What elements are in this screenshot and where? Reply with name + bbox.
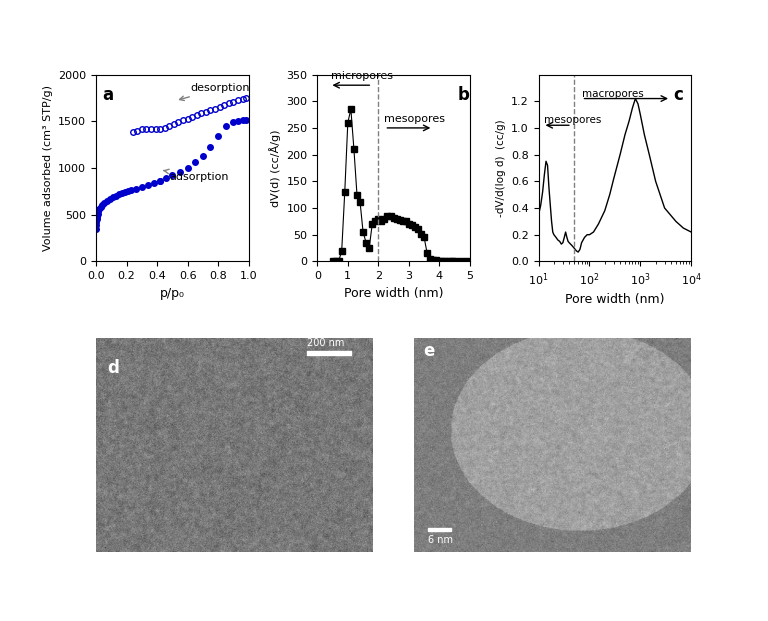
Text: micropores: micropores	[331, 71, 393, 81]
Bar	[307, 351, 351, 355]
Text: macropores: macropores	[581, 89, 644, 99]
Y-axis label: dV(d) (cc/Å/g): dV(d) (cc/Å/g)	[269, 129, 281, 207]
Text: a: a	[102, 86, 113, 104]
Text: adsorption: adsorption	[164, 170, 229, 182]
Text: 200 nm: 200 nm	[307, 338, 345, 348]
Text: b: b	[458, 86, 469, 104]
Y-axis label: Volume adsorbed (cm³ STP/g): Volume adsorbed (cm³ STP/g)	[42, 85, 52, 251]
Text: e: e	[424, 342, 435, 360]
Text: c: c	[673, 86, 683, 104]
Text: mesopores: mesopores	[545, 116, 602, 125]
Text: mesopores: mesopores	[385, 114, 445, 124]
X-axis label: p/p₀: p/p₀	[160, 287, 185, 300]
Bar	[429, 528, 452, 531]
X-axis label: Pore width (nm): Pore width (nm)	[344, 287, 443, 300]
X-axis label: Pore width (nm): Pore width (nm)	[565, 293, 664, 306]
Text: d: d	[107, 360, 119, 377]
Text: desorption: desorption	[180, 83, 250, 101]
Text: 6 nm: 6 nm	[429, 535, 453, 545]
Y-axis label: -dV/d(log d)  (cc/g): -dV/d(log d) (cc/g)	[495, 119, 505, 217]
